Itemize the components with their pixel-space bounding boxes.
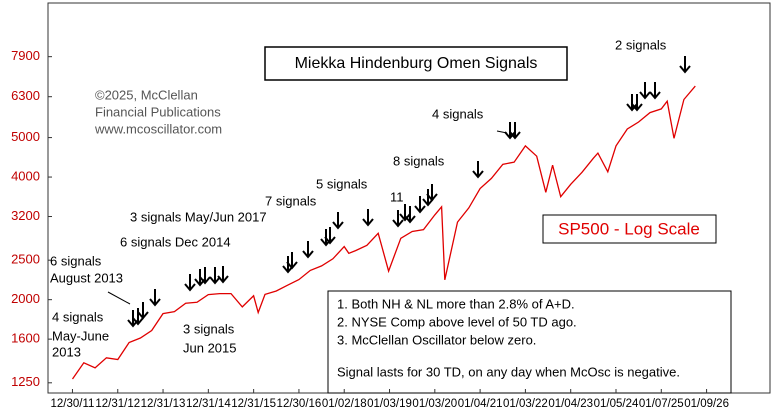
- signal-arrow: [362, 209, 374, 227]
- y-tick-label: 7900: [11, 48, 40, 63]
- x-tick-label: 01/04/21: [458, 398, 503, 410]
- x-tick-label: 12/31/12: [95, 398, 140, 410]
- note: 1. Both NH & NL more than 2.8% of A+D.: [337, 296, 575, 311]
- signal-arrow: [626, 94, 638, 112]
- credit: Financial Publications: [95, 104, 221, 119]
- x-tick-label: 01/03/22: [503, 398, 548, 410]
- y-tick-label: 5000: [11, 129, 40, 144]
- signal-arrow: [184, 274, 196, 292]
- annotation: 8 signals: [393, 153, 445, 168]
- annotation: 2 signals: [615, 37, 667, 52]
- signal-arrow: [631, 94, 643, 112]
- x-tick-label: 01/09/26: [684, 398, 729, 410]
- signal-arrow: [217, 266, 229, 284]
- x-tick-label: 12/30/11: [50, 398, 94, 410]
- credit: ©2025, McClellan: [95, 87, 198, 102]
- annotation: 6 signals: [50, 253, 102, 268]
- signal-arrow: [302, 241, 314, 259]
- annotation: 2013: [52, 344, 81, 359]
- signal-arrow: [509, 122, 521, 140]
- annotation: 4 signals: [432, 106, 484, 121]
- notes-box: [327, 290, 732, 394]
- plot: [71, 85, 696, 380]
- signal-arrow: [332, 212, 344, 230]
- note: Signal lasts for 30 TD, on any day when …: [337, 364, 680, 379]
- y-tick-label: 6300: [11, 88, 40, 103]
- signal-arrow: [209, 267, 221, 285]
- signal-arrow: [132, 308, 144, 326]
- y-tick-label: 2500: [11, 252, 40, 267]
- annotation: 6 signals Dec 2014: [120, 234, 231, 249]
- signal-arrow: [472, 161, 484, 179]
- series-label: SP500 - Log Scale: [558, 219, 700, 238]
- annotation: August 2013: [50, 270, 123, 285]
- x-tick-label: 12/31/15: [231, 398, 276, 410]
- y-tick-label: 2000: [11, 291, 40, 306]
- y-tick-label: 1250: [11, 374, 40, 389]
- annotation: 3 signals May/Jun 2017: [130, 209, 267, 224]
- note: 2. NYSE Comp above level of 50 TD ago.: [337, 314, 577, 329]
- signal-arrow: [324, 227, 336, 245]
- chart-title: Miekka Hindenburg Omen Signals: [295, 55, 538, 72]
- signal-arrow: [422, 189, 434, 207]
- signal-arrow: [414, 196, 426, 214]
- annotation: 11: [390, 189, 404, 204]
- x-tick-label: 01/07/25: [639, 398, 684, 410]
- x-tick-label: 12/30/16: [277, 398, 322, 410]
- signal-arrow: [639, 82, 651, 100]
- signal-arrow: [404, 206, 416, 224]
- title-box: [264, 46, 568, 81]
- x-tick-label: 12/31/13: [141, 398, 186, 410]
- x-tick-label: 01/04/23: [548, 398, 593, 410]
- price-line: [71, 85, 696, 380]
- credit: www.mcoscillator.com: [94, 121, 222, 136]
- annotation: 5 signals: [316, 176, 368, 191]
- x-tick-label: 01/05/24: [594, 398, 639, 410]
- annotation: 7 signals: [265, 193, 317, 208]
- signal-arrow: [149, 289, 161, 307]
- signal-arrow: [199, 267, 211, 285]
- leader-line: [107, 291, 131, 305]
- y-tick-label: 3200: [11, 208, 40, 223]
- y-tick-label: 1600: [11, 331, 40, 346]
- annotation: 4 signals: [52, 309, 104, 324]
- y-tick-label: 4000: [11, 168, 40, 183]
- x-tick-label: 12/31/14: [186, 398, 231, 410]
- annotation: May-June: [52, 328, 109, 343]
- signal-arrow: [679, 56, 691, 74]
- signal-arrow: [504, 122, 516, 140]
- x-tick-label: 01/02/18: [322, 398, 367, 410]
- annotation: 3 signals: [183, 321, 235, 336]
- x-tick-label: 01/03/19: [367, 398, 412, 410]
- note: 3. McClellan Oscillator below zero.: [337, 332, 536, 347]
- x-tick-label: 01/03/20: [412, 398, 457, 410]
- signal-arrow: [649, 82, 661, 100]
- signal-arrow: [286, 252, 298, 270]
- signal-arrow: [426, 184, 438, 202]
- signal-arrow: [137, 302, 149, 320]
- series-label-box: [542, 214, 717, 244]
- signal-arrow: [392, 210, 404, 228]
- annotation: Jun 2015: [183, 340, 237, 355]
